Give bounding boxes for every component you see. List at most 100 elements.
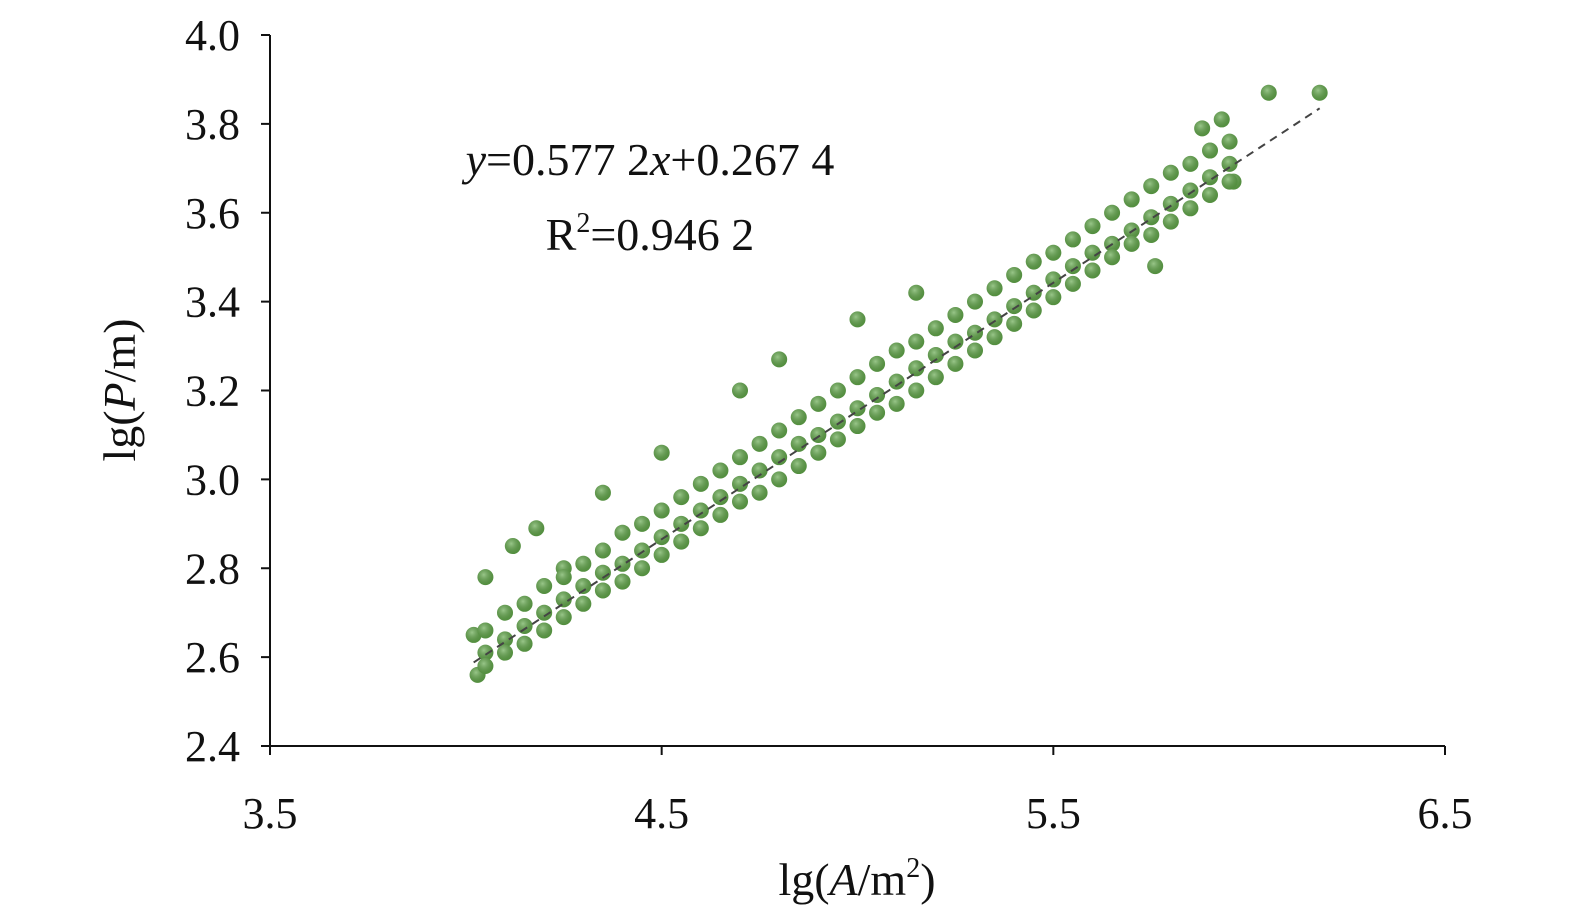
point-shade xyxy=(888,342,905,359)
point xyxy=(634,560,651,577)
point-shade xyxy=(516,595,533,612)
point xyxy=(829,413,846,430)
point-shade xyxy=(594,564,611,581)
point-shade xyxy=(712,462,729,479)
point xyxy=(1104,249,1121,266)
point-shade xyxy=(751,435,768,452)
point-shade xyxy=(947,333,964,350)
point xyxy=(732,449,748,466)
point-shade xyxy=(536,578,553,595)
point-shade xyxy=(810,444,827,461)
point-shade xyxy=(504,538,521,555)
trendline xyxy=(473,107,1321,664)
point-shade xyxy=(947,355,964,372)
point-shade xyxy=(594,582,611,599)
point xyxy=(810,395,827,412)
point xyxy=(673,515,690,532)
point xyxy=(986,311,1003,328)
point-shade xyxy=(888,373,905,390)
point xyxy=(712,506,729,523)
point-shade xyxy=(732,449,748,466)
point-shade xyxy=(1064,275,1081,292)
point xyxy=(712,489,729,506)
point-shade xyxy=(1006,298,1023,315)
point xyxy=(1311,84,1328,101)
y-tick-label: 3.8 xyxy=(185,100,240,149)
point-shade xyxy=(634,560,651,577)
point-shade xyxy=(1182,200,1199,217)
point-shade xyxy=(849,369,866,386)
point xyxy=(751,462,768,479)
point xyxy=(614,524,631,541)
point xyxy=(575,555,592,572)
point xyxy=(1045,271,1062,288)
point xyxy=(1123,191,1140,208)
point-shade xyxy=(712,489,729,506)
point xyxy=(1221,133,1238,150)
point xyxy=(751,484,768,501)
point xyxy=(555,591,572,608)
point xyxy=(829,431,846,448)
point xyxy=(908,382,925,399)
point-shade xyxy=(516,618,533,635)
point-shade xyxy=(829,382,846,399)
point xyxy=(1147,258,1164,275)
point xyxy=(555,569,572,586)
point-shade xyxy=(771,449,788,466)
point xyxy=(1064,231,1081,248)
point-shade xyxy=(1123,235,1140,252)
point-shade xyxy=(1064,258,1081,275)
point-shade xyxy=(1084,218,1101,235)
point-shade xyxy=(849,418,866,435)
point-shade xyxy=(869,386,886,403)
point xyxy=(594,484,611,501)
point-shade xyxy=(1162,164,1179,181)
point xyxy=(1006,315,1023,332)
point xyxy=(732,475,748,492)
point-shade xyxy=(673,515,690,532)
point xyxy=(869,386,886,403)
point xyxy=(967,342,983,359)
point-shade xyxy=(653,444,670,461)
point-shade xyxy=(908,284,925,301)
point-shade xyxy=(1025,302,1042,319)
point-shade xyxy=(829,413,846,430)
x-tick-label: 6.5 xyxy=(1418,789,1473,838)
point xyxy=(673,533,690,550)
point-shade xyxy=(555,569,572,586)
point-shade xyxy=(771,351,788,368)
point xyxy=(1182,155,1199,172)
point-shade xyxy=(1202,142,1218,159)
point-shade xyxy=(1104,249,1121,266)
point xyxy=(732,493,748,510)
point-shade xyxy=(1162,213,1179,230)
point xyxy=(1213,111,1230,128)
point xyxy=(653,529,670,546)
y-tick-label: 3.4 xyxy=(185,278,240,327)
point xyxy=(1025,302,1042,319)
point xyxy=(1221,155,1238,172)
point xyxy=(1006,266,1023,283)
point xyxy=(634,542,651,559)
point xyxy=(908,284,925,301)
equation: y=0.577 2x+0.267 4 xyxy=(462,134,835,185)
point-shade xyxy=(732,475,748,492)
point xyxy=(1025,284,1042,301)
point-shade xyxy=(1147,258,1164,275)
point xyxy=(692,502,709,519)
point xyxy=(528,520,545,537)
point-shade xyxy=(1221,155,1238,172)
point-shade xyxy=(575,578,592,595)
point xyxy=(575,578,592,595)
point xyxy=(497,604,513,621)
point-shade xyxy=(1221,133,1238,150)
point-shade xyxy=(1025,284,1042,301)
point xyxy=(1025,253,1042,270)
point xyxy=(516,595,533,612)
point xyxy=(555,609,572,626)
point xyxy=(947,306,964,323)
y-tick-label: 2.6 xyxy=(185,633,240,682)
point-shade xyxy=(751,462,768,479)
point xyxy=(1143,178,1160,195)
point-shade xyxy=(790,435,807,452)
